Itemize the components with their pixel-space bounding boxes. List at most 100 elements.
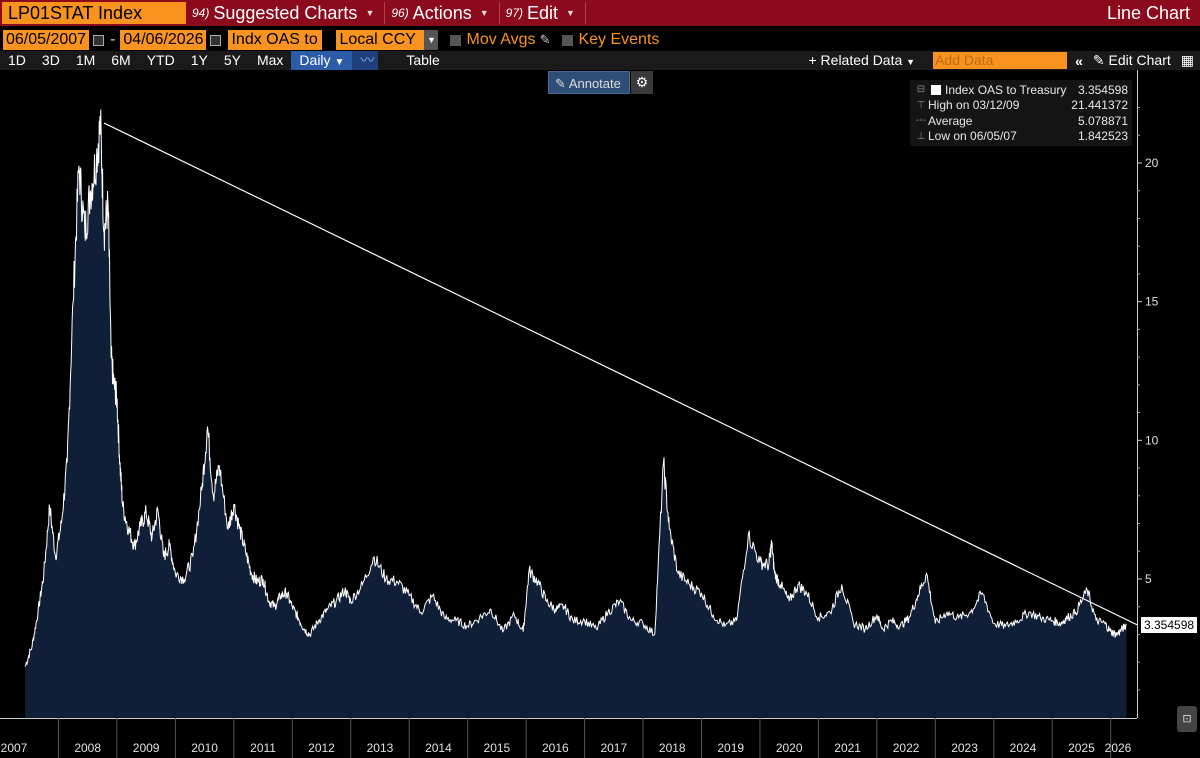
- collapse-icon[interactable]: ⊟: [916, 84, 926, 96]
- x-tick-label: 2023: [951, 741, 978, 755]
- x-tick-label: 2016: [542, 741, 569, 755]
- actions-menu[interactable]: 96) Actions ▼: [391, 2, 500, 24]
- edit-menu[interactable]: 97) Edit ▼: [506, 2, 586, 24]
- average-label: Average: [928, 113, 973, 128]
- annotate-label: Annotate: [568, 76, 621, 91]
- axis-layer: 5 10 15 20 2007 2008 2009 2010 2011 2012 2013 2014 2…: [0, 70, 1159, 758]
- grid-icon[interactable]: ▦: [1180, 52, 1194, 68]
- caret-down-icon: ▼: [479, 8, 489, 18]
- mov-avgs-checkbox[interactable]: [450, 34, 462, 46]
- area-layer: [24, 109, 1127, 718]
- x-tick-label: 2022: [893, 741, 920, 755]
- x-tick-label: 2019: [717, 741, 744, 755]
- low-marker-icon: ⊥: [916, 130, 926, 142]
- key-events-label: Key Events: [578, 31, 660, 48]
- date-field-row: 06/05/2007 - 04/06/2026 Indx OAS to Loca…: [0, 29, 1200, 51]
- series-value: 3.354598: [1077, 82, 1128, 97]
- range-toolbar: 1D 3D 1M 6M YTD 1Y 5Y Max Daily ▼ 〰 Tabl…: [0, 51, 1200, 70]
- add-data-input[interactable]: Add Data: [933, 52, 1068, 69]
- collapse-icon[interactable]: «: [1075, 52, 1083, 69]
- legend-high-row: ⊤ High on 03/12/09 21.441372: [914, 98, 1128, 114]
- frequency-dropdown[interactable]: Daily ▼: [291, 51, 353, 70]
- y-tick-label: 15: [1145, 295, 1159, 309]
- title-bar: LP01STAT Index 94) Suggested Charts ▼ 96…: [0, 0, 1200, 26]
- legend-average-row: -◦- Average 5.078871: [914, 113, 1128, 129]
- legend-series-row: ⊟ Index OAS to Treasury 3.354598: [914, 82, 1128, 98]
- range-max-button[interactable]: Max: [256, 52, 284, 68]
- calendar-icon[interactable]: [93, 34, 105, 46]
- key-events-checkbox[interactable]: [562, 34, 574, 46]
- x-tick-label: 2013: [367, 741, 394, 755]
- x-tick-label: 2025: [1068, 741, 1095, 755]
- x-tick-label: 2009: [133, 741, 160, 755]
- series-name: Index OAS to Treasury: [945, 82, 1067, 97]
- line-chart[interactable]: 5 10 15 20 2007 2008 2009 2010 2011 2012 2013 2014 2…: [0, 70, 1200, 758]
- pencil-icon: ✎: [555, 76, 566, 91]
- annotate-button[interactable]: ✎ Annotate: [548, 71, 630, 94]
- average-value: 5.078871: [1077, 113, 1128, 128]
- legend-low-row: ⊥ Low on 06/05/07 1.842523: [914, 129, 1128, 145]
- y-tick-label: 5: [1145, 572, 1152, 586]
- y-tick-label: 10: [1145, 433, 1159, 447]
- menu-label: Suggested Charts: [213, 2, 358, 23]
- pencil-icon: ✎: [1092, 52, 1105, 68]
- scroll-icon[interactable]: ⊡: [1177, 706, 1197, 732]
- date-separator: -: [110, 31, 116, 48]
- x-tick-label: 2021: [834, 741, 861, 755]
- mov-avgs-label: Mov Avgs: [466, 31, 536, 48]
- x-tick-label: 2024: [1010, 741, 1037, 755]
- suggested-charts-menu[interactable]: 94) Suggested Charts ▼: [192, 2, 386, 24]
- menu-label: Edit: [527, 2, 559, 23]
- range-ytd-button[interactable]: YTD: [146, 52, 175, 68]
- menu-label: Actions: [412, 2, 472, 23]
- currency-dropdown-icon[interactable]: ▼: [424, 30, 439, 50]
- range-1m-button[interactable]: 1M: [75, 52, 96, 68]
- field-select[interactable]: Indx OAS to: [228, 30, 323, 50]
- series-line: [24, 109, 1127, 667]
- trendline-layer: [103, 122, 1138, 626]
- trendline: [103, 122, 1138, 626]
- low-value: 1.842523: [1077, 129, 1128, 144]
- start-date-input[interactable]: 06/05/2007: [3, 30, 90, 50]
- annotate-control: ✎ Annotate ⚙: [548, 70, 653, 95]
- gear-icon[interactable]: ⚙: [630, 71, 653, 94]
- x-tick-label: 2020: [776, 741, 803, 755]
- range-1y-button[interactable]: 1Y: [190, 52, 208, 68]
- caret-down-icon: ▼: [566, 8, 575, 18]
- range-3d-button[interactable]: 3D: [41, 52, 60, 68]
- menu-number: 94): [192, 6, 210, 20]
- legend[interactable]: ⊟ Index OAS to Treasury 3.354598 ⊤ High on…: [910, 80, 1132, 146]
- low-label: Low on 06/05/07: [928, 129, 1017, 144]
- x-tick-label: 2007: [1, 741, 28, 755]
- x-tick-label: 2026: [1105, 741, 1132, 755]
- menu-number: 97): [505, 6, 523, 20]
- x-tick-label: 2012: [308, 741, 335, 755]
- line-chart-icon[interactable]: 〰: [352, 51, 379, 70]
- caret-down-icon: ▼: [334, 57, 345, 68]
- x-tick-label: 2018: [659, 741, 686, 755]
- range-5y-button[interactable]: 5Y: [223, 52, 241, 68]
- average-marker-icon: -◦-: [915, 115, 927, 127]
- x-tick-label: 2014: [425, 741, 452, 755]
- x-tick-label: 2011: [250, 741, 276, 755]
- range-1d-button[interactable]: 1D: [8, 52, 26, 68]
- series-swatch: [931, 84, 941, 95]
- currency-select[interactable]: Local CCY: [336, 30, 425, 50]
- calendar-icon[interactable]: [210, 34, 222, 46]
- high-value: 21.441372: [1071, 98, 1128, 113]
- pencil-icon[interactable]: ✎: [539, 32, 551, 47]
- menu-number: 96): [391, 6, 409, 20]
- high-marker-icon: ⊤: [916, 99, 926, 111]
- chart-type-title: Line Chart: [1106, 2, 1190, 23]
- end-date-input[interactable]: 04/06/2026: [120, 30, 207, 50]
- ticker-field[interactable]: LP01STAT Index: [2, 2, 186, 24]
- range-6m-button[interactable]: 6M: [111, 52, 131, 68]
- related-data-label: + Related Data: [808, 52, 903, 68]
- caret-down-icon: ▼: [365, 8, 375, 18]
- y-tick-label: 20: [1145, 156, 1159, 170]
- caret-down-icon: ▼: [906, 57, 916, 67]
- x-tick-label: 2010: [191, 741, 218, 755]
- related-data-button[interactable]: + Related Data ▼: [800, 51, 923, 70]
- table-button[interactable]: Table: [406, 52, 440, 68]
- edit-chart-button[interactable]: ✎ Edit Chart: [1093, 52, 1171, 69]
